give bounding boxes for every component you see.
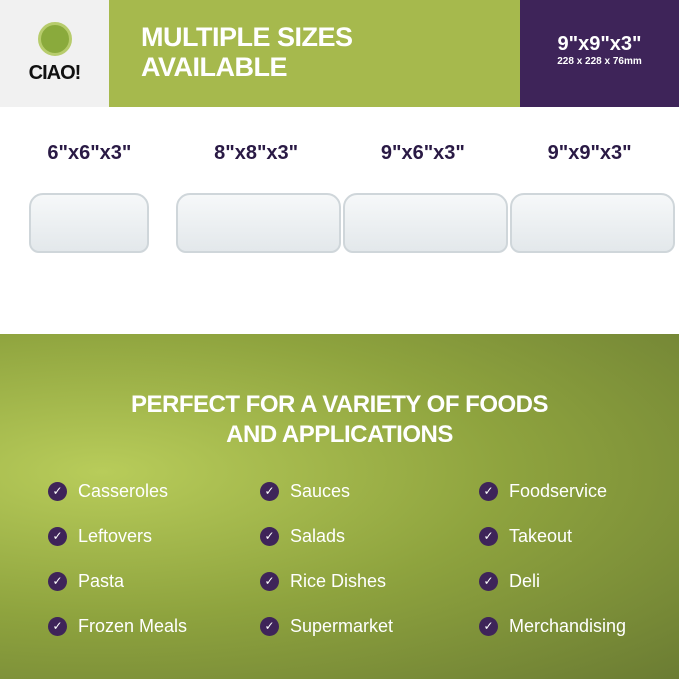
applications-section: PERFECT FOR A VARIETY OF FOODS AND APPLI…	[0, 334, 679, 679]
size-label: 6"x6"x3"	[47, 142, 132, 164]
list-item: ✓ Salads	[260, 525, 479, 547]
check-icon: ✓	[479, 571, 498, 591]
title-line-1: MULTIPLE SIZES	[141, 22, 353, 52]
featured-size-panel: 9"x9"x3" 228 x 228 x 76mm	[520, 0, 679, 107]
heading-line-1: PERFECT FOR A VARIETY OF FOODS	[130, 391, 549, 418]
size-option: 6"x6"x3"	[9, 107, 169, 334]
list-item: ✓ Sauces	[260, 480, 479, 502]
featured-size: 9"x9"x3"	[557, 33, 642, 55]
list-item: ✓ Merchandising	[479, 615, 659, 637]
list-item: ✓ Pasta	[48, 570, 260, 592]
header-title: MULTIPLE SIZES AVAILABLE	[109, 0, 520, 107]
check-icon: ✓	[260, 571, 279, 591]
check-icon: ✓	[479, 481, 498, 501]
title-line-2: AVAILABLE	[141, 52, 288, 82]
container-image	[342, 193, 508, 253]
heading-line-2: AND APPLICATIONS	[226, 421, 453, 448]
size-options: 6"x6"x3" 8"x8"x3" 9"x6"x3" 9"x9"x3"	[0, 107, 679, 334]
size-option: 9"x6"x3"	[342, 107, 508, 334]
check-icon: ✓	[48, 526, 67, 546]
applications-list: ✓ Casseroles ✓ Sauces ✓ Foodservice ✓ Leftovers…	[48, 480, 659, 637]
size-label: 8"x8"x3"	[214, 142, 299, 164]
check-icon: ✓	[260, 616, 279, 636]
check-icon: ✓	[260, 481, 279, 501]
check-icon: ✓	[48, 481, 67, 501]
check-icon: ✓	[479, 526, 498, 546]
list-item: ✓ Rice Dishes	[260, 570, 479, 592]
list-item-label: Takeout	[509, 525, 573, 546]
brand-name: CIAO!	[28, 62, 82, 84]
list-item: ✓ Deli	[479, 570, 659, 592]
container-image	[29, 193, 150, 253]
list-item: ✓ Supermarket	[260, 615, 479, 637]
container-image	[509, 193, 675, 253]
size-label: 9"x9"x3"	[547, 142, 632, 164]
container-image	[176, 193, 342, 253]
size-label: 9"x6"x3"	[380, 142, 465, 164]
list-item: ✓ Foodservice	[479, 480, 659, 502]
brand-emblem-icon	[37, 22, 72, 56]
list-item-label: Frozen Meals	[78, 615, 188, 636]
check-icon: ✓	[48, 616, 67, 636]
featured-metric: 228 x 228 x 76mm	[557, 56, 642, 67]
list-item-label: Deli	[509, 570, 541, 591]
list-item: ✓ Casseroles	[48, 480, 260, 502]
check-icon: ✓	[260, 526, 279, 546]
list-item-label: Supermarket	[290, 615, 394, 636]
list-item: ✓ Leftovers	[48, 525, 260, 547]
list-item-label: Merchandising	[509, 615, 627, 636]
list-item: ✓ Takeout	[479, 525, 659, 547]
list-item-label: Rice Dishes	[290, 570, 387, 591]
size-option: 8"x8"x3"	[176, 107, 342, 334]
header-banner: CIAO! MULTIPLE SIZES AVAILABLE 9"x9"x3" …	[0, 0, 679, 107]
list-item-label: Pasta	[78, 570, 125, 591]
size-option: 9"x9"x3"	[509, 107, 675, 334]
check-icon: ✓	[48, 571, 67, 591]
brand-logo: CIAO!	[0, 0, 109, 107]
list-item-label: Foodservice	[509, 480, 608, 501]
list-item-label: Sauces	[290, 480, 351, 501]
list-item: ✓ Frozen Meals	[48, 615, 260, 637]
list-item-label: Casseroles	[78, 480, 169, 501]
applications-heading: PERFECT FOR A VARIETY OF FOODS AND APPLI…	[0, 390, 679, 450]
list-item-label: Salads	[290, 525, 346, 546]
list-item-label: Leftovers	[78, 525, 153, 546]
check-icon: ✓	[479, 616, 498, 636]
